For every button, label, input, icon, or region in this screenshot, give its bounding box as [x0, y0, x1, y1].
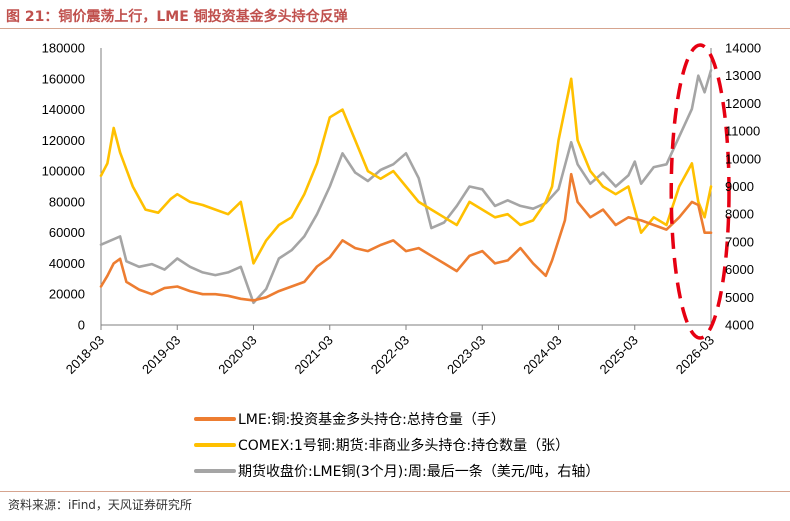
x-tick-label: 2020-03: [215, 333, 259, 377]
series-line-price: [99, 68, 713, 305]
y-right-tick-label: 13000: [725, 68, 761, 83]
chart-legend: LME:铜:投资基金多头持仓:总持仓量（手） COMEX:1号铜:期货:非商业多头…: [194, 411, 599, 480]
x-tick-label: 2025-03: [597, 333, 641, 377]
y-left-tick-label: 180000: [42, 41, 85, 56]
y-right-tick-label: 14000: [725, 41, 761, 56]
legend-label-lme: LME:铜:投资基金多头持仓:总持仓量（手）: [238, 411, 505, 428]
source-note: 资料来源：iFind，天风证券研究所: [8, 498, 192, 512]
x-tick-label: 2024-03: [520, 333, 564, 377]
y-left-tick-label: 0: [78, 318, 85, 333]
y-left-tick-label: 160000: [42, 71, 85, 86]
y-right-tick-label: 5000: [725, 290, 754, 305]
y-left-tick-label: 60000: [49, 225, 85, 240]
title-divider: [0, 28, 790, 29]
figure-title: 图 21：铜价震荡上行，LME 铜投资基金多头持仓反弹: [6, 9, 348, 25]
footer-divider: [0, 491, 790, 492]
y-left-tick-label: 80000: [49, 194, 85, 209]
y-right-tick-label: 12000: [725, 96, 761, 111]
y-left-tick-label: 140000: [42, 102, 85, 117]
y-right-tick-label: 8000: [725, 207, 754, 222]
y-right-tick-label: 10000: [725, 151, 761, 166]
x-tick-label: 2018-03: [63, 333, 107, 377]
series-line-comex: [99, 77, 713, 265]
highlight-ellipse: [669, 43, 731, 340]
chart: 0 20000 40000 60000 80000 100000 120000 140000 1…: [42, 41, 762, 481]
y-right-tick-label: 11000: [725, 124, 760, 139]
legend-label-comex: COMEX:1号铜:期货:非商业多头持仓:持仓数量（张）: [238, 437, 569, 454]
y-right-tick-label: 9000: [725, 179, 754, 194]
x-tick-label: 2026-03: [673, 333, 717, 377]
x-tick-label: 2023-03: [444, 333, 488, 377]
x-tick-label: 2022-03: [368, 333, 412, 377]
chart-highlight-layer: [669, 43, 731, 340]
series-line-lme: [99, 172, 713, 302]
y-left-tick-label: 120000: [42, 133, 85, 148]
legend-label-price: 期货收盘价:LME铜(3个月):周:最后一条（美元/吨，右轴）: [238, 463, 599, 480]
chart-series-layer: [99, 68, 713, 305]
y-right-tick-label: 6000: [725, 262, 754, 277]
y-left-tick-label: 20000: [49, 287, 85, 302]
x-tick-label: 2021-03: [292, 333, 336, 377]
chart-axes: [100, 48, 712, 330]
x-tick-label: 2019-03: [139, 333, 183, 377]
y-right-tick-label: 4000: [725, 318, 754, 333]
y-left-tick-label: 100000: [42, 164, 85, 179]
chart-tick-labels: 0 20000 40000 60000 80000 100000 120000 140000 1…: [42, 41, 762, 377]
y-left-tick-label: 40000: [49, 256, 85, 271]
y-right-tick-label: 7000: [725, 234, 754, 249]
